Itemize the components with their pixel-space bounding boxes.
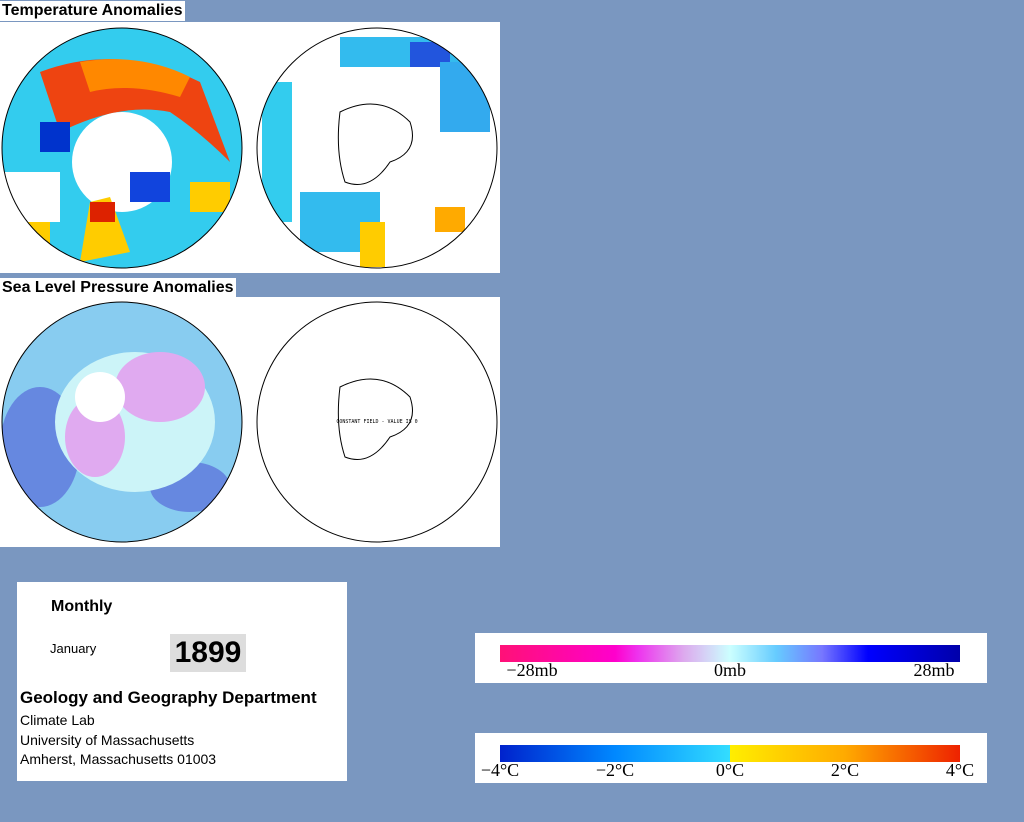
scale-label: 0mb: [713, 660, 747, 680]
department: Geology and Geography Department: [20, 688, 317, 707]
temperature-maps: [0, 22, 500, 273]
scale-label: 0°C: [715, 760, 745, 780]
constant-field-note: CONSTANT FIELD - VALUE IS 0: [336, 419, 417, 425]
scale-label: 4°C: [945, 760, 975, 780]
address-line: Climate Lab: [20, 712, 95, 728]
scale-label: 28mb: [913, 660, 955, 680]
year: 1899: [170, 634, 246, 672]
pressure-title: Sea Level Pressure Anomalies: [0, 278, 236, 298]
pressure-maps: CONSTANT FIELD - VALUE IS 0: [0, 297, 500, 547]
address-line: Amherst, Massachusetts 01003: [20, 751, 217, 767]
scale-label: −28mb: [506, 660, 558, 680]
period: Monthly: [51, 598, 113, 615]
info-box: Monthly January 1899 Geology and Geograp…: [17, 582, 347, 781]
address-line: University of Massachusetts: [20, 732, 195, 748]
color-ramp: [500, 645, 960, 662]
scale-label: −2°C: [595, 760, 635, 780]
temperature-colorbar: −4°C −2°C 0°C 2°C 4°C: [475, 733, 987, 783]
pressure-colorbar: −28mb 0mb 28mb: [475, 633, 987, 683]
scale-label: −4°C: [480, 760, 520, 780]
color-ramp: [500, 745, 960, 762]
month: January: [50, 641, 97, 656]
temperature-title: Temperature Anomalies: [0, 1, 185, 21]
scale-label: 2°C: [830, 760, 860, 780]
